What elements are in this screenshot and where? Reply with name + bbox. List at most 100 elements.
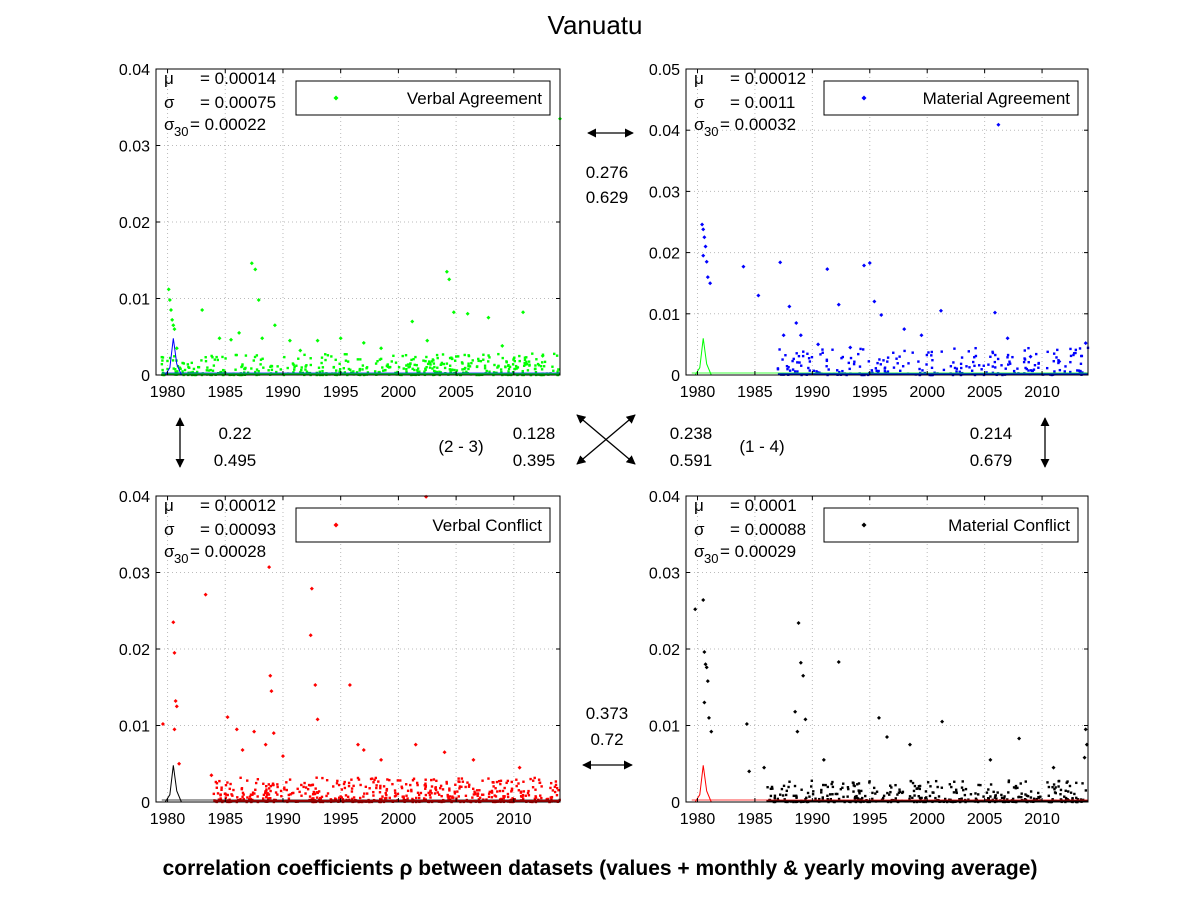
- data-point: [340, 788, 344, 791]
- data-point: [700, 222, 705, 227]
- data-point: [431, 367, 434, 370]
- data-point: [482, 353, 485, 356]
- data-point: [810, 779, 814, 782]
- data-point: [422, 797, 426, 800]
- data-point: [205, 369, 209, 372]
- data-point: [172, 327, 177, 332]
- data-point: [896, 362, 899, 365]
- data-point: [855, 794, 858, 798]
- data-point: [965, 365, 968, 368]
- data-point: [1076, 798, 1079, 801]
- data-point: [837, 797, 841, 801]
- data-point: [1020, 792, 1023, 795]
- data-point: [1064, 789, 1067, 792]
- data-point: [447, 277, 452, 282]
- data-point: [521, 310, 526, 315]
- data-point: [497, 364, 500, 368]
- data-point: [1077, 369, 1081, 372]
- data-point: [925, 363, 928, 366]
- data-point: [332, 785, 335, 788]
- data-point: [709, 729, 714, 734]
- data-point: [384, 791, 387, 795]
- data-point: [449, 368, 453, 372]
- data-point: [309, 357, 312, 360]
- data-point: [305, 370, 309, 373]
- data-point: [463, 367, 466, 371]
- data-point: [899, 369, 902, 373]
- data-point: [878, 358, 881, 361]
- data-point: [788, 780, 791, 783]
- data-point: [912, 789, 916, 793]
- data-point: [557, 368, 560, 371]
- data-point: [283, 355, 286, 359]
- x-tick-label: 2005: [967, 384, 1003, 401]
- x-tick-label: 2010: [496, 384, 532, 401]
- data-point: [311, 793, 315, 796]
- data-point: [523, 361, 526, 365]
- data-point: [551, 789, 555, 792]
- data-point: [1052, 360, 1055, 363]
- data-point: [902, 327, 907, 332]
- data-point: [445, 362, 449, 365]
- data-point: [350, 790, 354, 793]
- data-point: [803, 717, 808, 722]
- data-point: [525, 356, 528, 359]
- data-point: [292, 371, 295, 374]
- data-point: [215, 786, 219, 789]
- x-tick-label: 1985: [207, 811, 243, 828]
- data-point: [248, 798, 251, 801]
- data-point: [830, 782, 833, 786]
- data-point: [172, 727, 177, 732]
- data-point: [276, 793, 279, 796]
- data-point: [987, 788, 990, 791]
- data-point: [492, 785, 495, 788]
- data-point: [500, 798, 504, 801]
- data-point: [396, 779, 400, 782]
- corr-cross-left-pair: (2 - 3): [438, 437, 483, 456]
- data-point: [508, 365, 512, 369]
- data-point: [342, 782, 346, 786]
- data-point: [831, 785, 835, 789]
- data-point: [268, 673, 273, 678]
- data-point: [467, 362, 470, 365]
- data-point: [321, 369, 324, 373]
- data-point: [445, 782, 448, 785]
- data-point: [314, 787, 317, 790]
- data-point: [901, 790, 905, 794]
- data-point: [436, 791, 439, 794]
- data-point: [1083, 341, 1088, 346]
- data-point: [875, 369, 878, 373]
- data-point: [780, 787, 784, 791]
- data-point: [250, 367, 253, 370]
- data-point: [308, 633, 313, 638]
- data-point: [525, 360, 528, 364]
- stat-sigma-value: = 0.0011: [730, 93, 795, 112]
- data-point: [249, 798, 253, 801]
- data-point: [259, 358, 263, 361]
- data-point: [867, 360, 871, 363]
- data-point: [853, 784, 856, 788]
- data-point: [857, 782, 861, 785]
- data-point: [307, 783, 311, 787]
- data-point: [287, 793, 291, 797]
- data-point: [350, 787, 354, 790]
- data-point: [940, 786, 944, 789]
- panels: 1980 1985 1990 1995 2000 2005 2010 0 0.01 0.02 0.0…: [119, 62, 1090, 828]
- data-point: [528, 363, 531, 367]
- data-point: [821, 796, 824, 799]
- data-point: [428, 793, 432, 797]
- data-point: [412, 357, 415, 361]
- data-point: [491, 780, 495, 784]
- data-point: [374, 776, 378, 780]
- data-point: [1080, 354, 1083, 358]
- panel-1: 1980 1985 1990 1995 2000 2005 2010 0 0.01 0.02 0.0…: [119, 62, 562, 401]
- data-point: [209, 368, 212, 372]
- y-tick-label: 0.02: [649, 642, 680, 659]
- data-point: [534, 364, 537, 367]
- data-point: [896, 793, 899, 796]
- legend-marker: [333, 95, 339, 101]
- stat-sigma30-symbol: σ: [164, 542, 175, 561]
- x-tick-label: 2000: [381, 384, 417, 401]
- data-point: [325, 794, 328, 798]
